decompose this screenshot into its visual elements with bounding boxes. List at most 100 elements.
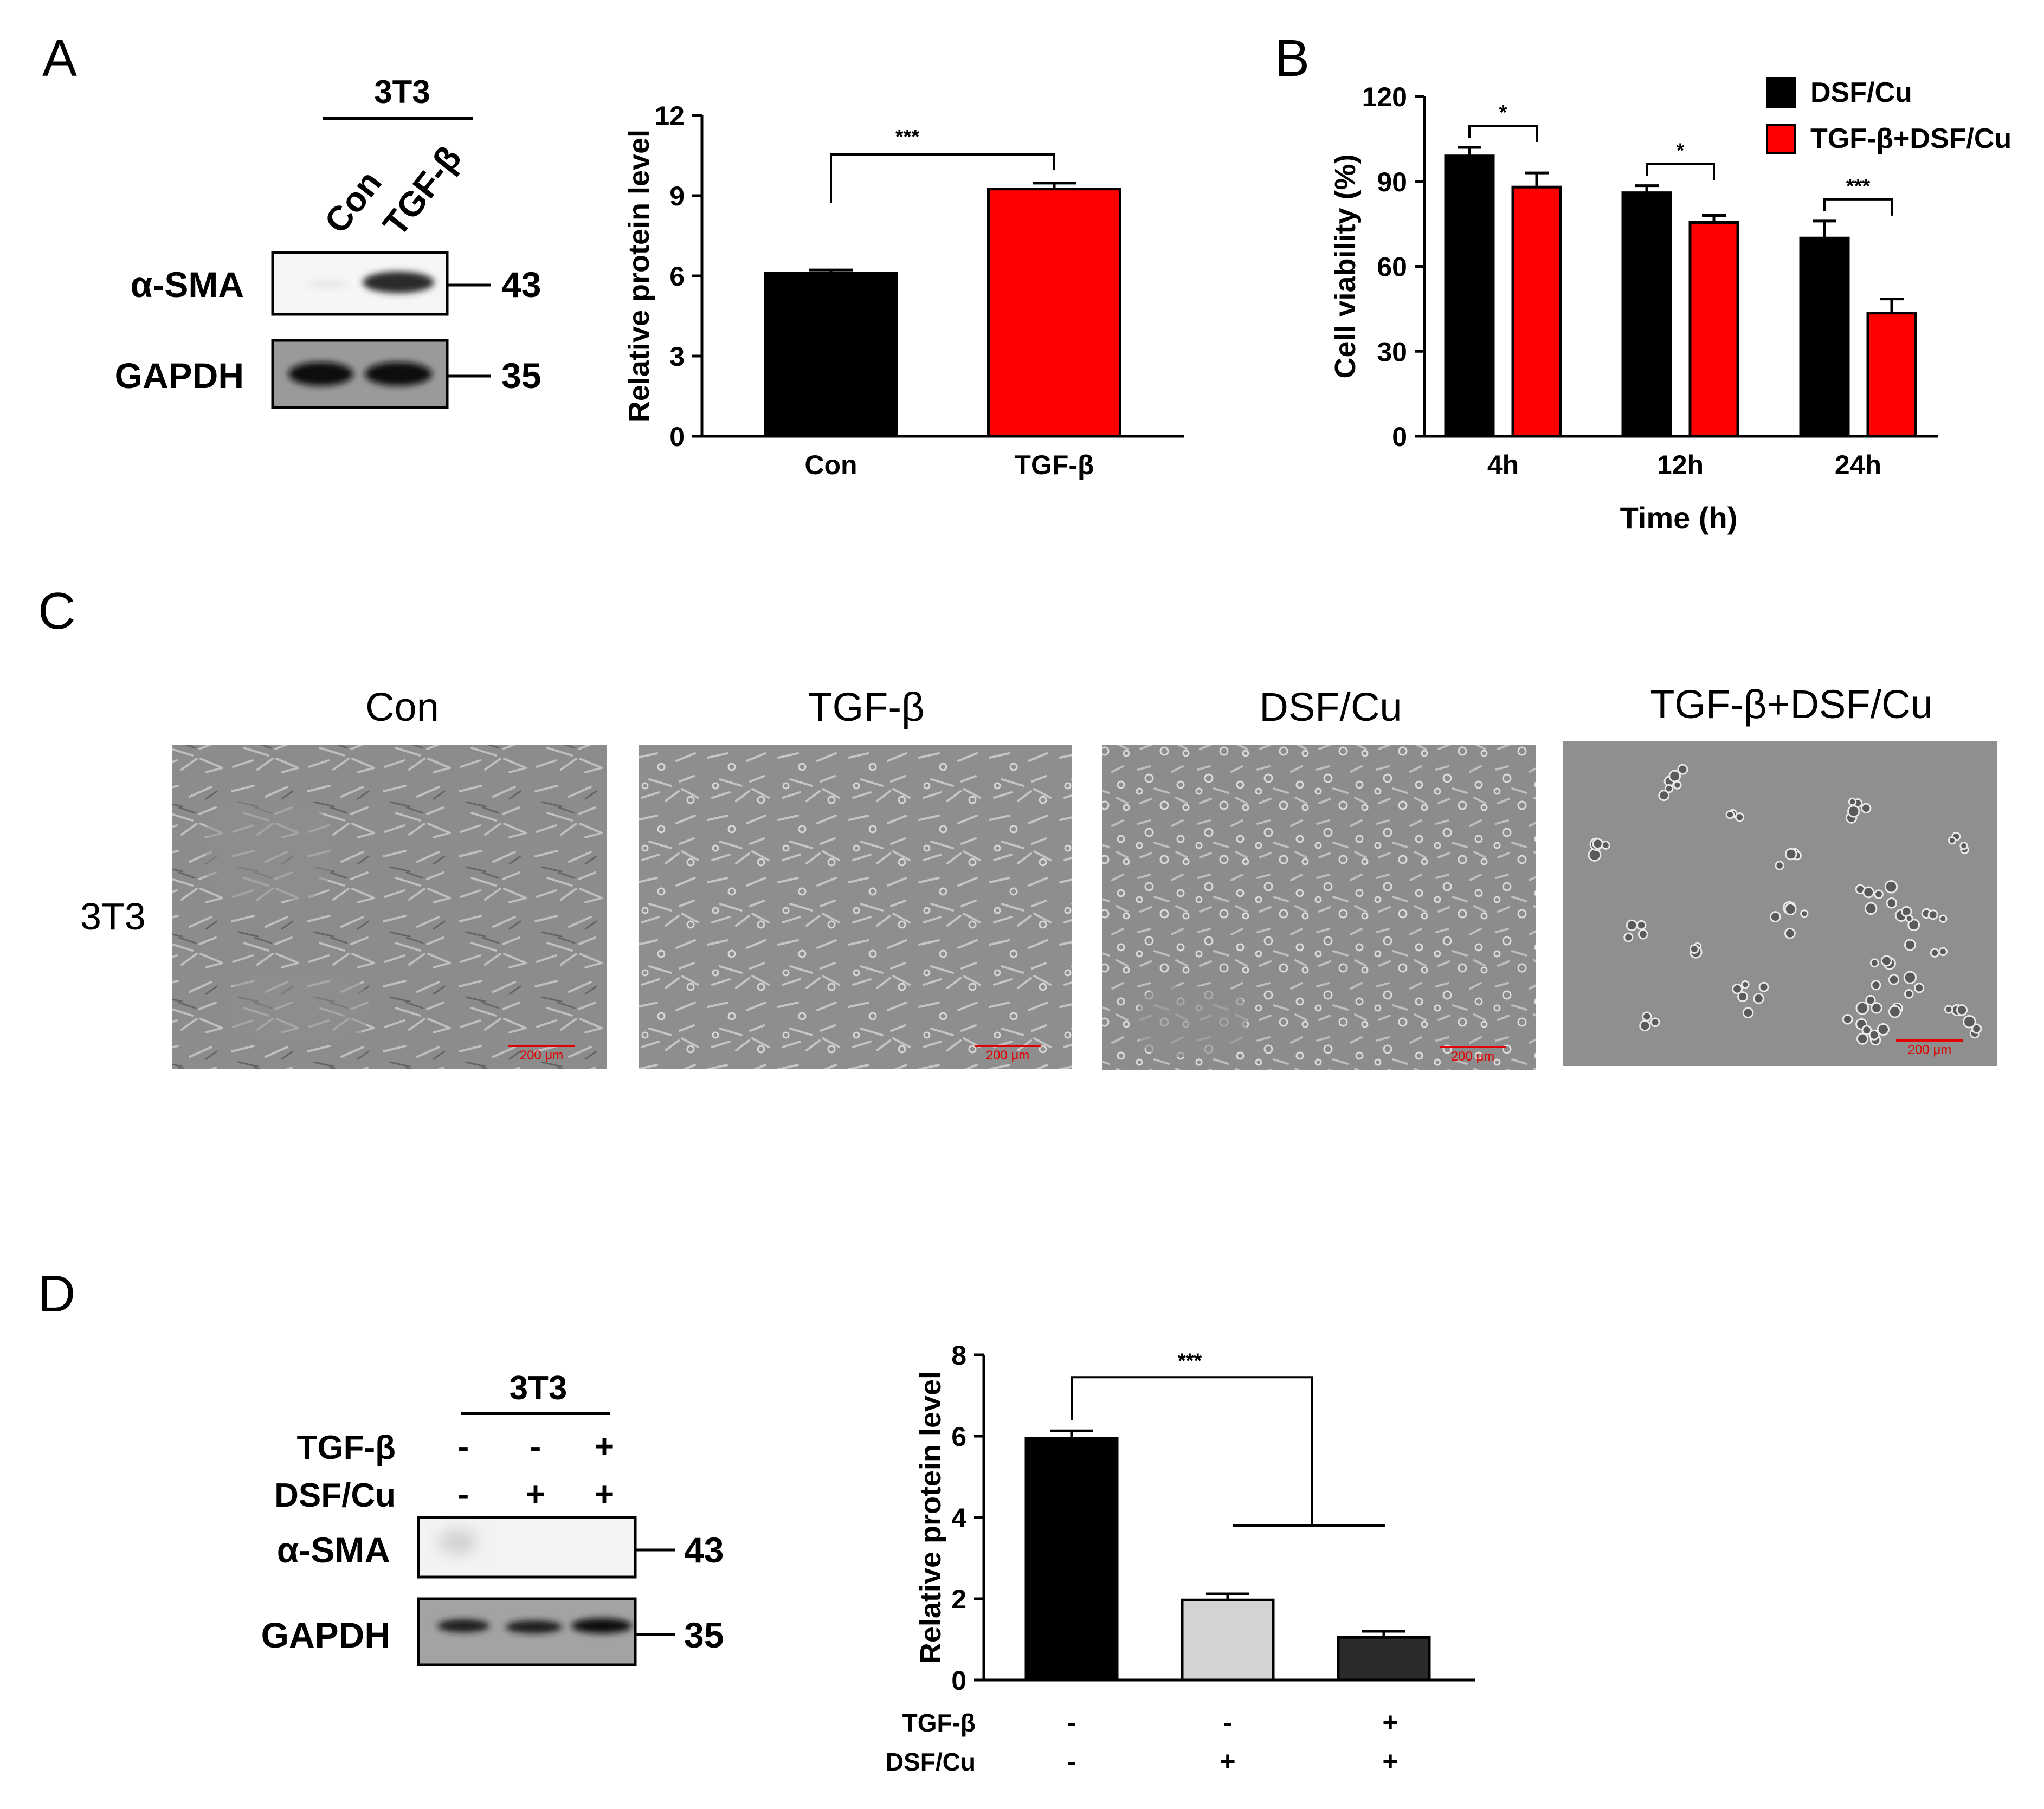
cell	[1664, 784, 1674, 793]
bar	[1866, 312, 1917, 438]
scale-bar-label-con: 200 μm	[520, 1048, 564, 1063]
cell	[1913, 983, 1925, 993]
gapdh-band-1	[288, 362, 353, 386]
panel-letter-b: B	[1275, 29, 1310, 87]
significance-label: ***	[1846, 175, 1871, 198]
alpha-sma-band	[363, 272, 434, 293]
condition-label-dsf: DSF/Cu	[1259, 684, 1402, 729]
cell	[1742, 1007, 1754, 1018]
cell	[1784, 927, 1796, 939]
gapdh-band-2	[365, 362, 432, 386]
cell	[1650, 1017, 1660, 1028]
cell	[1753, 993, 1764, 1004]
cell	[1948, 836, 1956, 845]
cell	[1938, 947, 1948, 957]
treatment-label: DSF/Cu	[886, 1748, 976, 1776]
y-tick-label: 4	[951, 1503, 966, 1533]
cell	[1871, 980, 1881, 991]
cell	[1903, 971, 1917, 984]
kda-label-43-d: 43	[684, 1530, 724, 1570]
alpha-sma-faint-band	[306, 280, 350, 289]
gapdh-band-d-3	[571, 1618, 632, 1633]
blot-a: 3T3 Con TGF-β α-SMA GAPDH 43 35	[115, 74, 541, 409]
cell	[1904, 939, 1916, 951]
micrograph-tgf-dsf: TGF-β+DSF/Cu 200 μm	[1563, 682, 1997, 1066]
cell	[1871, 1002, 1882, 1014]
condition-label-tgf: TGF-β	[808, 684, 924, 729]
treatment-sign: -	[1223, 1707, 1233, 1737]
y-tick-label: 0	[1392, 422, 1407, 452]
cell	[1775, 861, 1784, 870]
sign-dsf-2: +	[526, 1476, 545, 1513]
y-tick-label: 6	[951, 1422, 966, 1452]
scale-bar-label-tgf: 200 μm	[986, 1048, 1030, 1063]
significance-label: *	[1499, 101, 1507, 124]
significance-bracket	[1646, 163, 1715, 180]
treatment-sign: -	[1067, 1746, 1076, 1776]
cell	[1959, 842, 1968, 850]
y-tick-label: 60	[1377, 252, 1407, 282]
cell	[1904, 989, 1914, 999]
micrograph-image-tgf-dsf	[1563, 741, 1997, 1066]
y-tick-label: 12	[654, 101, 685, 131]
chart-b: 0 30 60 90 120 Cell viability (%) Time (h) 4h * 1…	[1329, 77, 2011, 535]
gapdh-band-d-1	[437, 1619, 489, 1632]
y-tick-label: 0	[951, 1665, 966, 1696]
sign-dsf-3: +	[595, 1476, 614, 1513]
cell	[1848, 797, 1857, 806]
legend-label: DSF/Cu	[1810, 77, 1912, 108]
cell	[1861, 1025, 1872, 1036]
cell	[1888, 1005, 1901, 1018]
cell	[1784, 903, 1797, 915]
legend-label: TGF-β+DSF/Cu	[1810, 123, 2011, 154]
x-tick-label: 4h	[1487, 450, 1519, 480]
cell	[1737, 991, 1749, 1003]
bar	[1337, 1636, 1431, 1682]
sign-dsf-1: -	[458, 1476, 469, 1513]
band-label-alpha-sma: α-SMA	[131, 264, 244, 305]
cell	[1907, 919, 1920, 932]
bar	[1444, 154, 1495, 438]
cell	[1862, 886, 1875, 899]
y-tick-label: 9	[669, 181, 685, 211]
cell	[1868, 1029, 1880, 1041]
y-tick-label: 120	[1362, 82, 1407, 112]
sparse-cell-clusters	[1588, 764, 1982, 1046]
cell	[1864, 902, 1878, 915]
cell	[1861, 803, 1872, 813]
x-axis-label: Time (h)	[1620, 501, 1738, 535]
bar	[1621, 191, 1672, 438]
kda-label-35-d: 35	[684, 1615, 724, 1655]
cell	[1880, 955, 1892, 967]
alpha-sma-faint-band-d	[439, 1530, 478, 1554]
panel-letter-c: C	[38, 582, 75, 640]
cell	[1658, 790, 1670, 802]
sign-tgf-2: -	[530, 1428, 541, 1465]
cell	[1592, 838, 1603, 850]
y-tick-label: 30	[1377, 337, 1407, 367]
treatment-sign: +	[1220, 1746, 1235, 1776]
cell	[1741, 980, 1750, 989]
micrograph-con: Con 200 μm	[172, 684, 607, 1069]
cell	[1725, 810, 1735, 819]
cell	[1856, 1032, 1869, 1045]
cell	[1886, 897, 1898, 909]
cell	[1944, 1005, 1953, 1014]
cell	[1869, 958, 1879, 968]
sign-tgf-1: -	[458, 1428, 469, 1465]
kda-label-43: 43	[501, 264, 541, 305]
treatment-label-tgf: TGF-β	[297, 1429, 396, 1466]
x-tick-label: Con	[804, 450, 857, 480]
sign-tgf-3: +	[595, 1428, 614, 1465]
cell	[1758, 981, 1769, 992]
significance-bracket	[1823, 198, 1893, 216]
cell	[1905, 914, 1913, 923]
cell	[1784, 848, 1797, 861]
x-tick-label: 12h	[1657, 450, 1704, 480]
cell	[1626, 919, 1638, 932]
treatment-label: TGF-β	[902, 1709, 976, 1737]
cell	[1874, 889, 1884, 899]
bar	[987, 188, 1121, 438]
